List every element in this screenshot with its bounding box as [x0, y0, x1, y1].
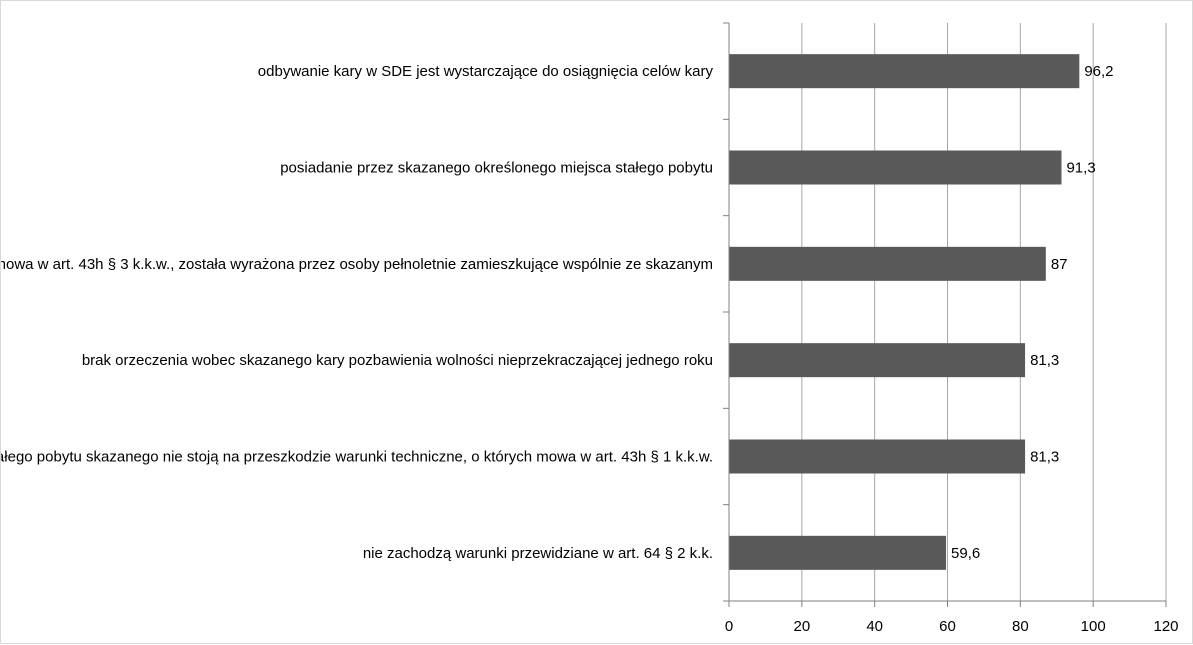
category-label-2: posiadanie przez skazanego określonego m…: [280, 160, 713, 177]
x-tick-label-40: 40: [866, 618, 883, 635]
bar-4: [729, 343, 1026, 378]
value-label-2: 91,3: [1066, 160, 1095, 177]
x-tick-label-100: 100: [1081, 618, 1106, 635]
bar-6: [729, 535, 947, 570]
labels: 96,2 odbywanie kary w SDE jest wystarczaj…: [1, 63, 1179, 635]
category-label-5: w miejscu stałego pobytu skazanego nie s…: [1, 449, 713, 466]
gridlines: [801, 23, 1167, 601]
category-label-6: nie zachodzą warunki przewidziane w art.…: [363, 545, 713, 562]
x-tick-label-0: 0: [725, 618, 733, 635]
x-tick-label-20: 20: [793, 618, 810, 635]
bars: [729, 54, 1080, 570]
x-tick-label-80: 80: [1012, 618, 1029, 635]
value-label-1: 96,2: [1084, 63, 1113, 80]
value-label-5: 81,3: [1030, 449, 1059, 466]
bar-5: [729, 439, 1026, 474]
category-label-3: zgoda, o której mowa w art. 43h § 3 k.k.…: [1, 256, 713, 273]
bar-1: [729, 54, 1080, 89]
category-label-1: odbywanie kary w SDE jest wystarczające …: [258, 63, 714, 80]
x-tick-label-60: 60: [939, 618, 956, 635]
value-label-6: 59,6: [951, 545, 980, 562]
bar-2: [729, 150, 1062, 185]
bar-3: [729, 246, 1046, 281]
value-label-3: 87: [1051, 256, 1068, 273]
axes: [723, 22, 1167, 607]
value-label-4: 81,3: [1030, 352, 1059, 369]
x-tick-label-120: 120: [1153, 618, 1178, 635]
category-label-4: brak orzeczenia wobec skazanego kary poz…: [82, 352, 713, 369]
